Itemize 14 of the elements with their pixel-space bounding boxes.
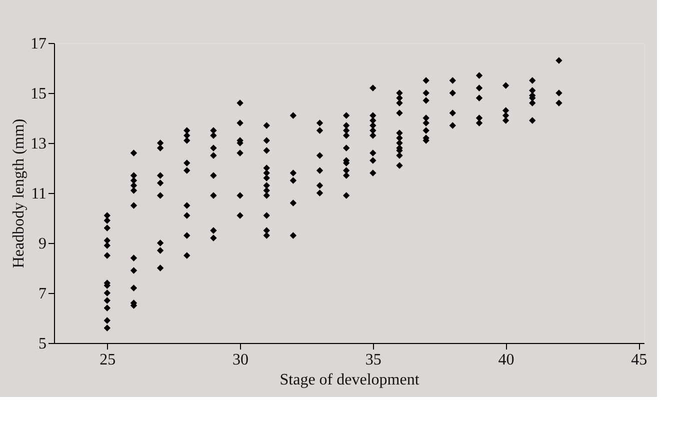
y-tick-label: 11	[31, 186, 46, 202]
y-tick-label: 5	[38, 336, 46, 352]
y-tick-label: 17	[30, 36, 46, 52]
y-axis-title: Headbody length (mm)	[10, 118, 28, 268]
x-tick-label: 30	[232, 352, 249, 368]
x-tick-label: 25	[100, 352, 116, 368]
y-tick-label: 7	[38, 286, 46, 302]
x-tick-label: 45	[631, 352, 648, 368]
x-tick-label: 35	[365, 352, 382, 368]
y-tick-label: 15	[30, 86, 46, 102]
x-tick-label: 40	[498, 352, 514, 368]
y-tick-label: 9	[38, 236, 46, 252]
y-tick-label: 13	[30, 136, 46, 152]
x-axis-title: Stage of development	[280, 372, 420, 388]
